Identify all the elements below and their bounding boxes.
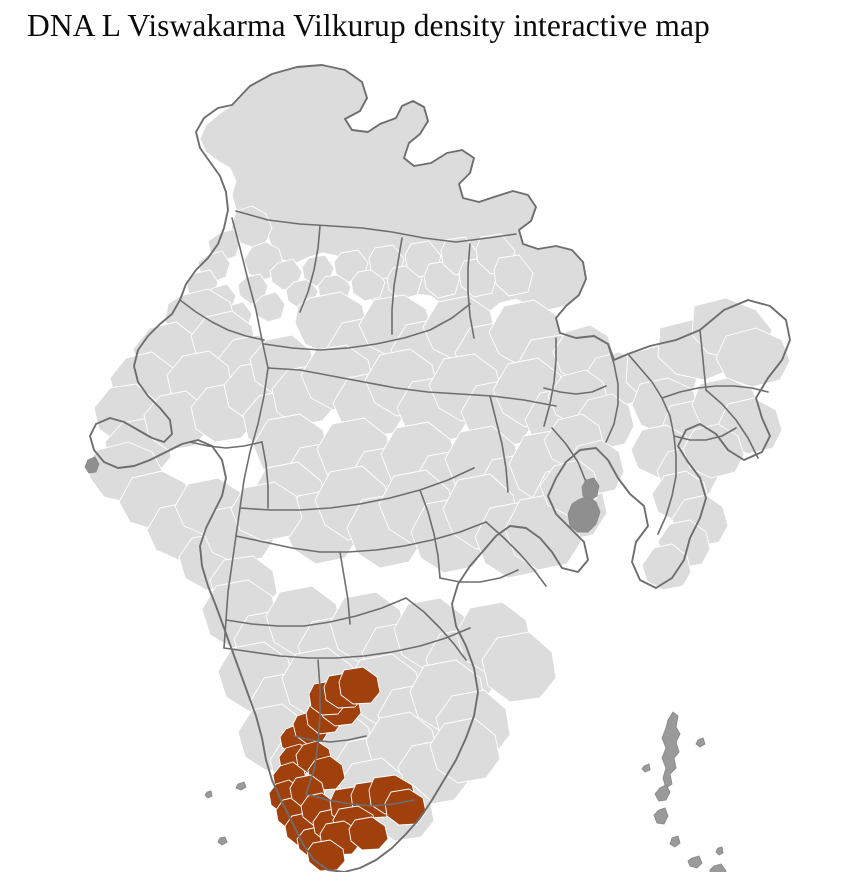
page-title: DNA L Viswakarma Vilkurup density intera… xyxy=(27,8,710,43)
west-coast-patch xyxy=(85,457,99,473)
india-choropleth-map[interactable] xyxy=(0,48,864,872)
island-layer xyxy=(205,712,726,872)
base-district-layer xyxy=(88,65,790,841)
delta-patch xyxy=(568,478,600,532)
highlighted-district-layer[interactable] xyxy=(269,667,426,871)
state-boundary-layer xyxy=(90,65,790,872)
map-figure[interactable] xyxy=(0,48,864,872)
